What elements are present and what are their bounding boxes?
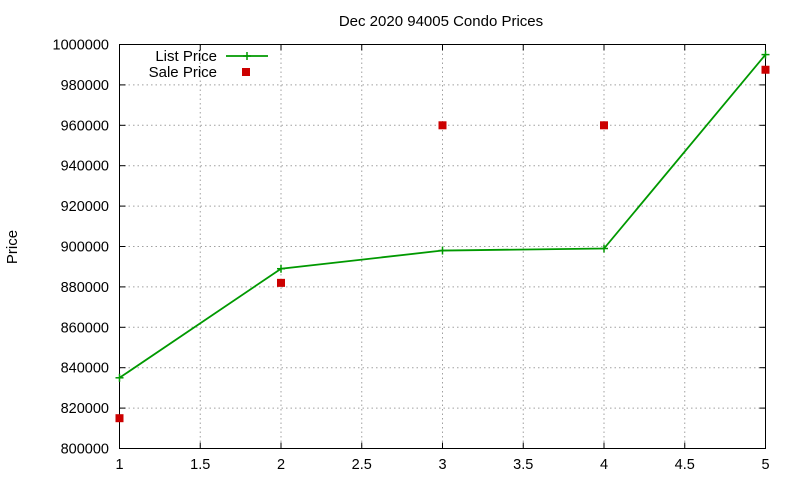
- x-tick-label: 5: [761, 457, 769, 473]
- x-tick-label: 1: [115, 457, 123, 473]
- list-price-point: [438, 246, 447, 255]
- y-tick-label: 840000: [61, 361, 109, 377]
- x-tick-label: 3: [438, 457, 446, 473]
- x-tick-label: 2: [277, 457, 285, 473]
- y-tick-label: 980000: [61, 78, 109, 94]
- legend-label-list-price: List Price: [155, 48, 217, 65]
- y-tick-label: 800000: [61, 442, 109, 458]
- chart-title: Dec 2020 94005 Condo Prices: [339, 13, 543, 30]
- list-price-point: [761, 50, 770, 59]
- sale-price-point: [115, 414, 124, 423]
- list-price-point: [115, 373, 124, 382]
- legend-marker-sale-price: [242, 68, 250, 76]
- y-tick-label: 960000: [61, 118, 109, 134]
- x-tick-label: 2.5: [352, 457, 372, 473]
- y-axis-label: Price: [4, 230, 21, 264]
- y-tick-label: 900000: [61, 240, 109, 256]
- x-tick-label: 1.5: [190, 457, 210, 473]
- y-tick-label: 940000: [61, 159, 109, 175]
- list-price-point: [277, 264, 285, 273]
- axis-ticks: 1 1.5 2 2.5 3 3.5 4 4.5 5 800000 820000 840000 86000…: [53, 38, 770, 474]
- plot-frame: [119, 44, 766, 449]
- grid-lines: [119, 44, 766, 449]
- y-tick-label: 820000: [61, 401, 109, 417]
- list-price-point: [600, 244, 608, 253]
- y-tick-label: 880000: [61, 280, 109, 296]
- sale-price-point: [277, 278, 285, 287]
- x-tick-label: 3.5: [513, 457, 533, 473]
- y-tick-label: 860000: [61, 320, 109, 336]
- x-tick-label: 4: [600, 457, 608, 473]
- y-tick-label: 920000: [61, 199, 109, 215]
- sale-price-point: [600, 121, 608, 130]
- y-tick-label: 1000000: [53, 38, 109, 54]
- legend-label-sale-price: Sale Price: [149, 64, 217, 81]
- x-tick-label: 4.5: [675, 457, 695, 473]
- sale-price-point: [761, 65, 770, 74]
- sale-price-point: [438, 121, 447, 130]
- series-layer: [115, 50, 770, 423]
- legend-marker-list-price: [243, 52, 251, 60]
